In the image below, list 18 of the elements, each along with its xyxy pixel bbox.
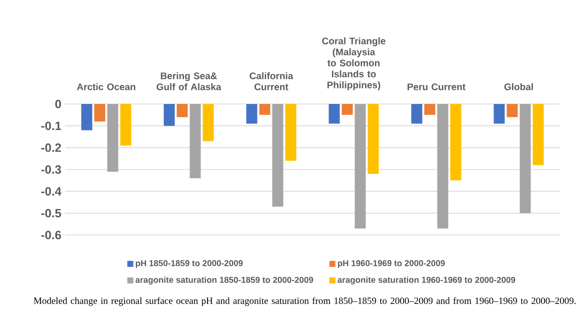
x-tick-label: Global: [504, 83, 533, 90]
text: Modeled change in regional surface ocean pH and aragonite saturation from 1850–1859 to 2000–2009 and from 1960–1969 to 2000–2009.: [34, 297, 576, 306]
y-tick-label: -0.1: [41, 122, 62, 130]
legend-label: pH 1960-1969 to 2000-2009: [338, 260, 445, 268]
y-tick-label: -0.6: [41, 230, 62, 240]
x-tick-label: Coral Triangle (Malaysia to Solomon Islands to Philippines): [322, 37, 386, 90]
y-tick-label: -0.2: [41, 143, 61, 152]
legend-label: aragonite saturation 1850-1859 to 2000-2009: [136, 276, 314, 285]
y-tick-label: -0.3: [41, 165, 62, 174]
y-tick-label: -0.5: [41, 208, 62, 218]
legend-label: aragonite saturation 1960-1969 to 2000-2009: [338, 276, 516, 285]
x-tick-label: Bering Sea& Gulf of Alaska: [156, 72, 222, 90]
y-tick-label: 0: [55, 100, 61, 108]
x-tick-label: Peru Current: [408, 83, 466, 90]
legend-label: pH 1850-1859 to 2000-2009: [136, 260, 243, 268]
y-tick-label: -0.4: [41, 187, 62, 196]
x-tick-label: Arctic Ocean: [76, 83, 136, 90]
x-tick-label: California Current: [250, 72, 294, 90]
